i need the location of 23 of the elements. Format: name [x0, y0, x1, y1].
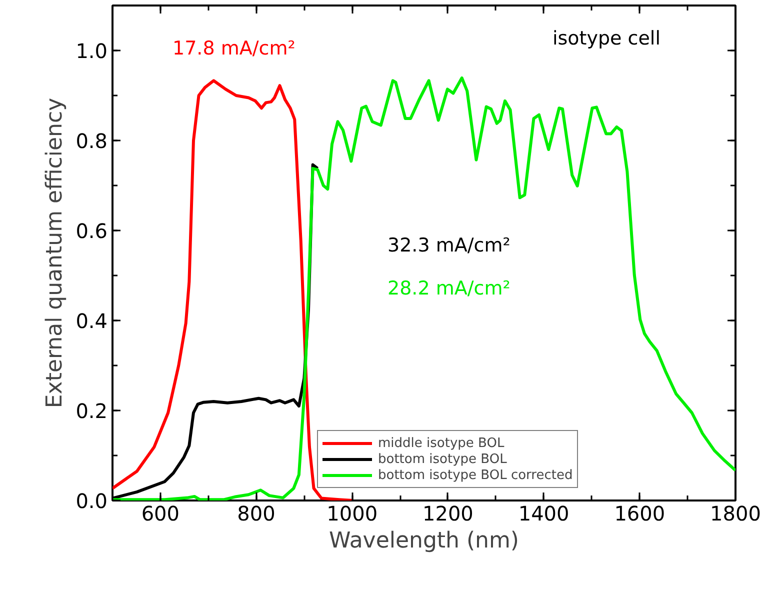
y-tick-label: 0.4: [76, 309, 108, 333]
y-tick-label: 0.6: [76, 219, 108, 243]
legend-label: bottom isotype BOL: [378, 451, 507, 467]
x-axis-title: Wavelength (nm): [328, 528, 520, 554]
legend-label: middle isotype BOL: [378, 435, 504, 451]
x-tick-label: 600: [141, 502, 180, 526]
x-tick-label: 800: [237, 502, 276, 526]
x-tick-label: 1000: [326, 502, 378, 526]
y-tick-label: 1.0: [76, 39, 108, 63]
annotation: 32.3 mA/cm²: [388, 234, 510, 256]
x-tick-label: 1400: [518, 502, 570, 526]
x-tick-label: 1600: [614, 502, 666, 526]
annotation: 28.2 mA/cm²: [388, 278, 510, 300]
annotation: isotype cell: [552, 28, 660, 50]
x-tick-label: 1800: [710, 502, 761, 526]
y-axis-title: External quantum efficiency: [42, 98, 68, 408]
y-tick-label: 0.2: [76, 399, 108, 423]
annotation: 17.8 mA/cm²: [172, 38, 296, 60]
x-tick-label: 1200: [422, 502, 474, 526]
y-tick-label: 0.0: [76, 489, 108, 513]
y-tick-label: 0.8: [76, 129, 108, 153]
legend-label: bottom isotype BOL corrected: [378, 467, 573, 483]
line-series: [112, 79, 355, 500]
